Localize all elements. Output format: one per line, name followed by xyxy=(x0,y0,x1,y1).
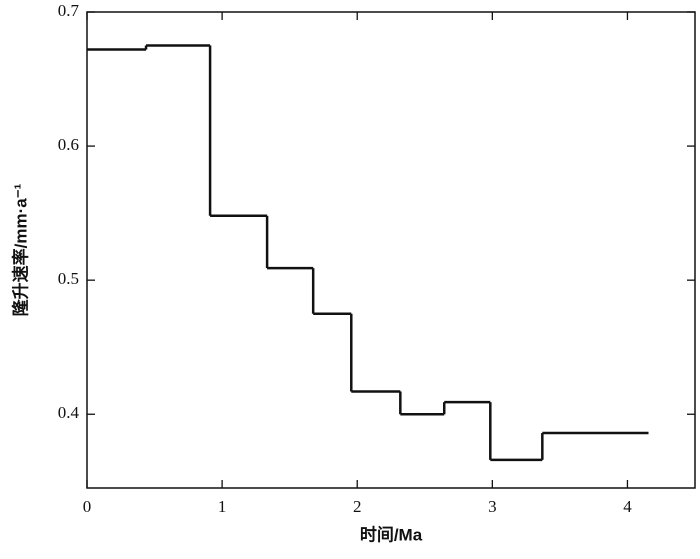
y-axis-label: 隆升速率/mm·a⁻¹ xyxy=(10,183,30,316)
x-tick-label: 0 xyxy=(83,497,92,516)
y-tick-label: 0.4 xyxy=(58,403,80,422)
x-axis-label: 时间/Ma xyxy=(360,524,423,544)
x-tick-label: 3 xyxy=(488,497,497,516)
y-tick-label: 0.6 xyxy=(58,135,79,154)
x-tick-label: 4 xyxy=(623,497,632,516)
x-tick-label: 1 xyxy=(218,497,227,516)
y-tick-label: 0.5 xyxy=(58,269,79,288)
plot-frame xyxy=(86,11,696,489)
x-tick-label: 2 xyxy=(353,497,362,516)
y-tick-label: 0.7 xyxy=(58,1,80,20)
